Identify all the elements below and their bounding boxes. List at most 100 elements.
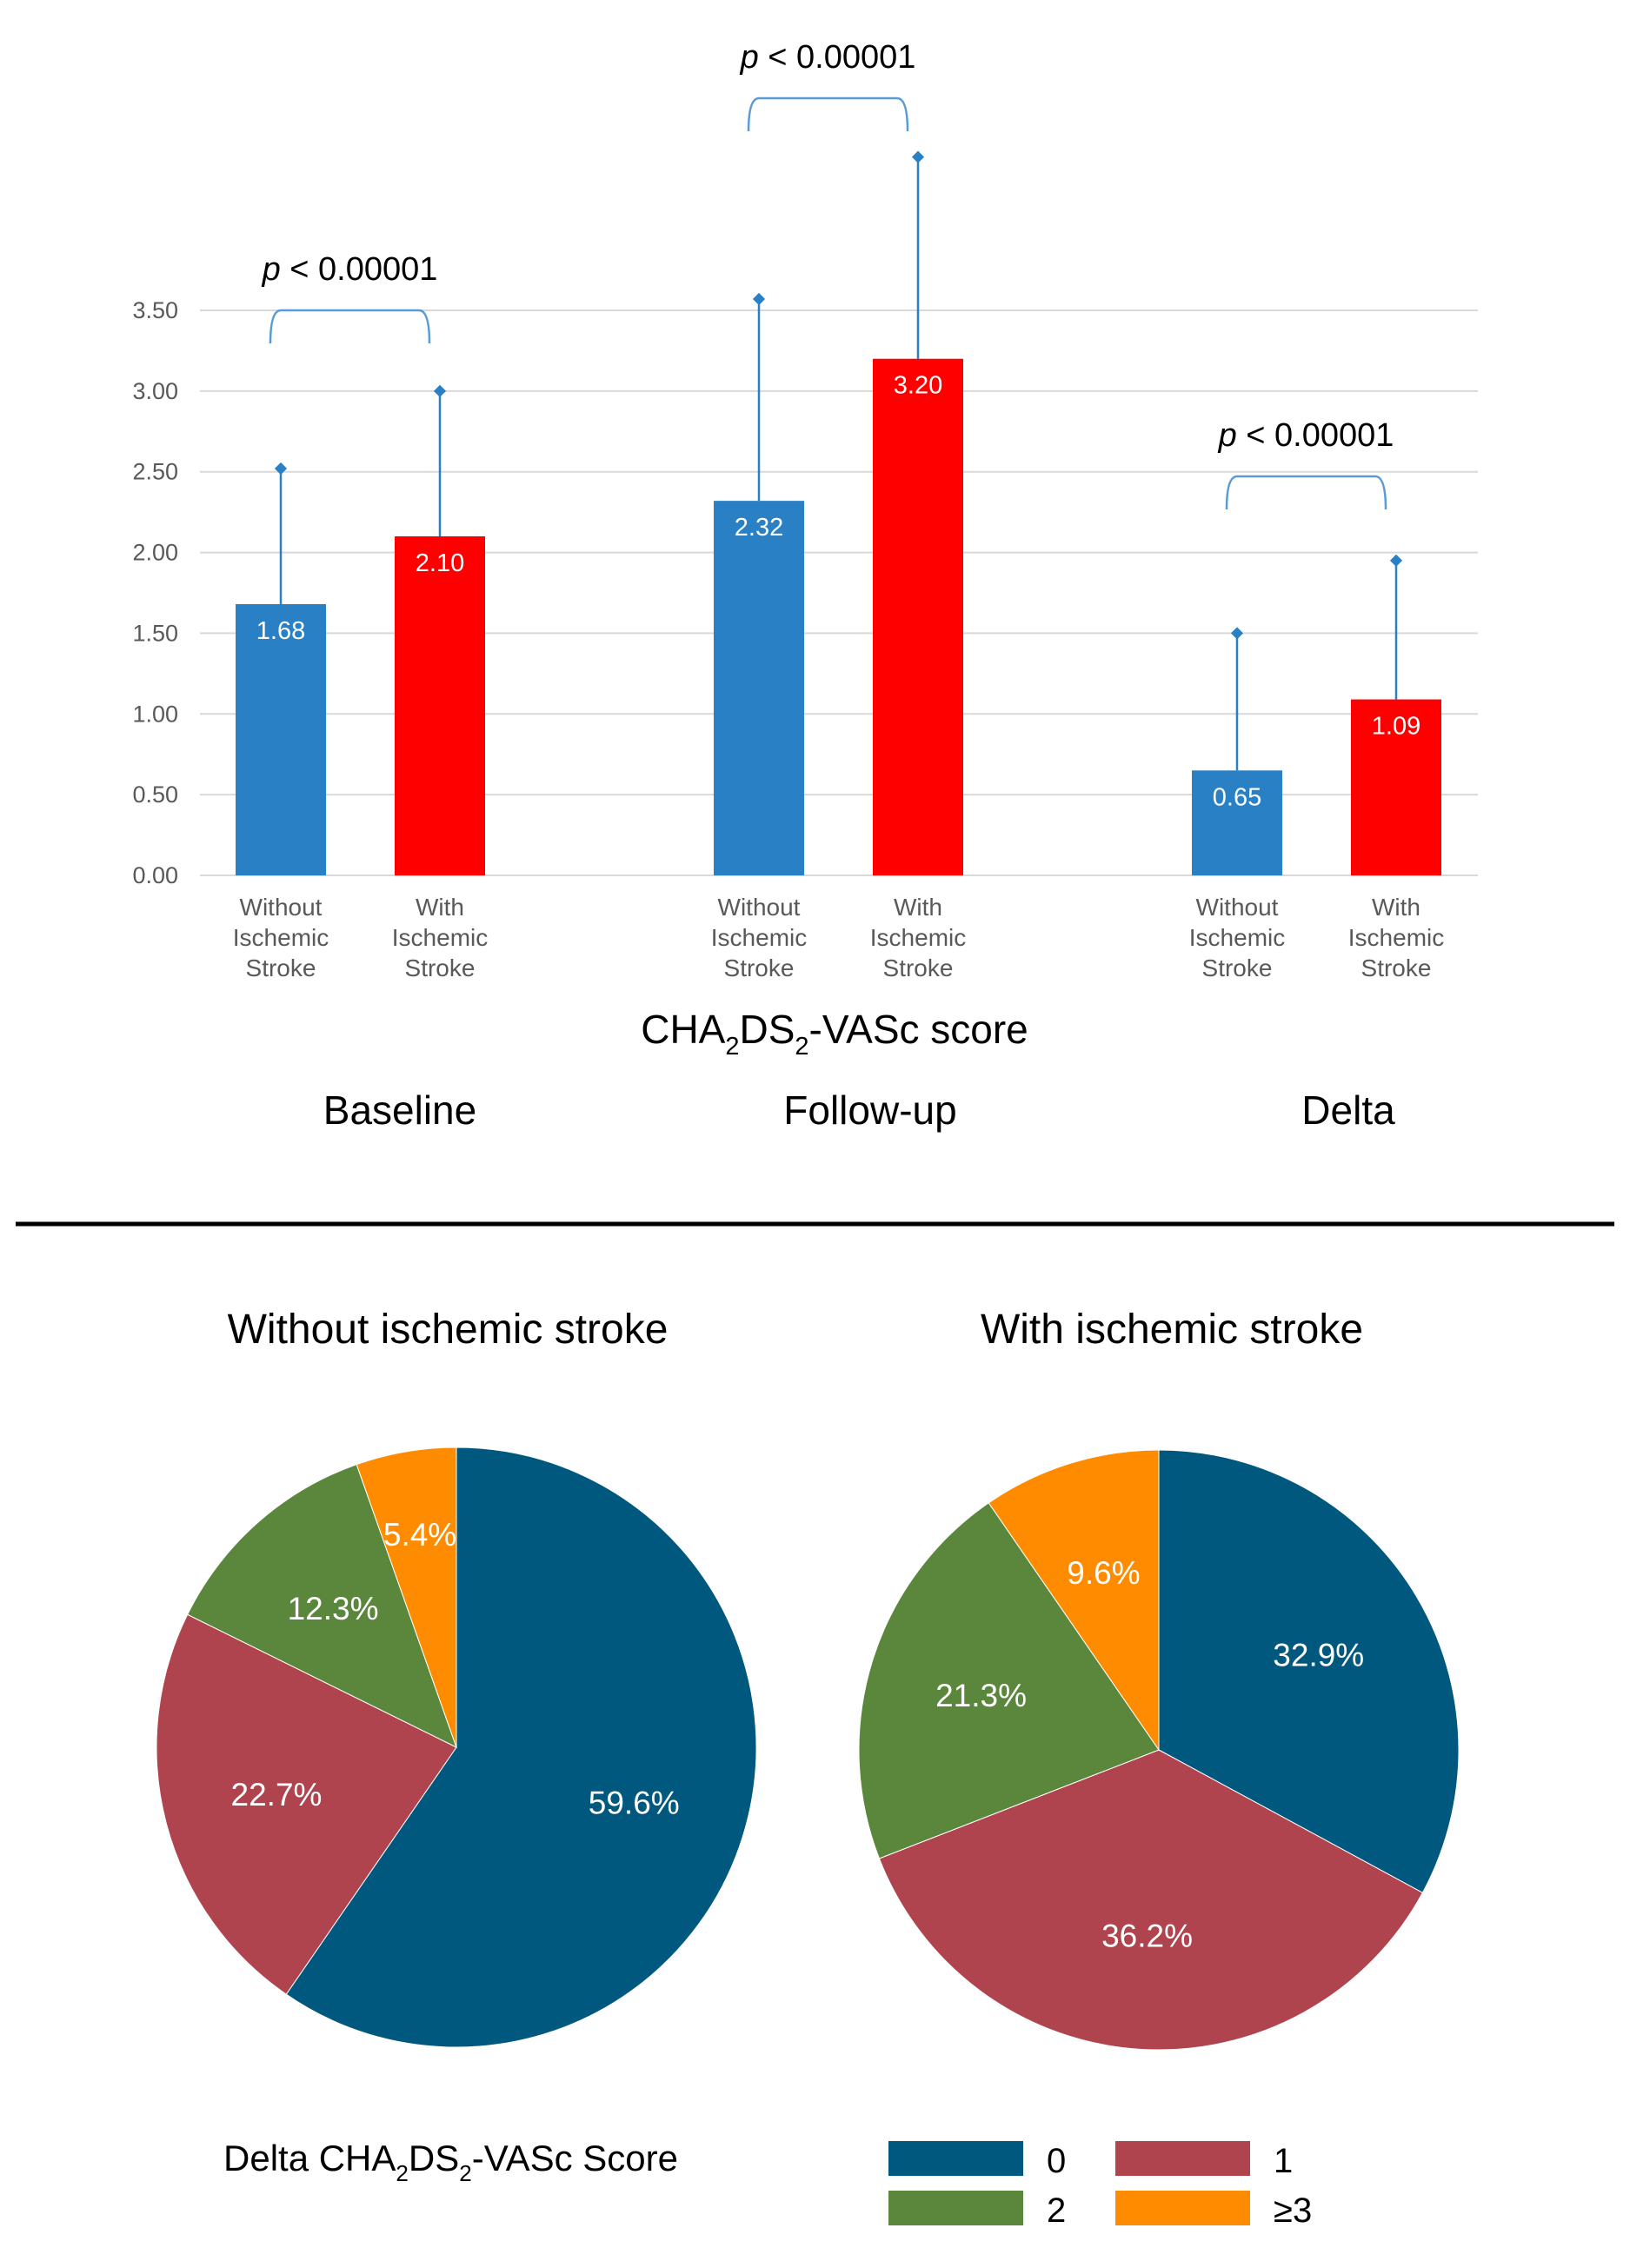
legend-label: 1 xyxy=(1274,2142,1293,2180)
x-tick-label: Stroke xyxy=(405,954,476,981)
x-axis-title-pre: CHA xyxy=(641,1007,725,1052)
x-axis-title-mid: DS xyxy=(740,1007,795,1052)
pie-chart: Without ischemic stroke 59.6% 22.7% 12.3% 5.… xyxy=(156,1307,757,2048)
legend-item: 1 xyxy=(1115,2141,1293,2180)
legend-title: Delta CHA2DS2-VASc Score xyxy=(223,2138,678,2186)
pie-slice xyxy=(988,1449,1160,1752)
legend-swatch xyxy=(888,2141,1023,2176)
legend-item: 0 xyxy=(888,2141,1066,2180)
x-axis-title-post: -VASc score xyxy=(809,1007,1028,1052)
pie-title: With ischemic stroke xyxy=(981,1307,1363,1353)
legend-title-sub1: 2 xyxy=(396,2160,408,2186)
pie-slice xyxy=(1158,1449,1460,1893)
error-bar-cap xyxy=(1230,627,1244,640)
y-tick-label: 1.00 xyxy=(132,701,178,727)
pie-slice-label: 36.2% xyxy=(1101,1918,1193,1953)
pie-slice xyxy=(356,1447,457,1748)
bar xyxy=(395,536,485,875)
legend-label: 0 xyxy=(1047,2142,1066,2180)
x-tick-label: With xyxy=(416,894,464,921)
x-tick-label: Stroke xyxy=(724,954,795,981)
y-tick-label: 3.00 xyxy=(132,378,178,404)
pie-slice xyxy=(285,1447,757,2048)
error-bar-cap xyxy=(752,292,766,306)
error-bar-cap xyxy=(433,384,447,397)
x-tick-label: Ischemic xyxy=(870,924,966,951)
legend-swatch xyxy=(1115,2141,1250,2176)
bar-chart: 0.00 0.50 1.00 1.50 2.00 2.50 3.00 3.50 1.68 With… xyxy=(132,39,1478,1133)
y-tick-label: 2.00 xyxy=(132,540,178,566)
bar-value-label: 1.68 xyxy=(256,617,305,645)
x-axis-title-sub1: 2 xyxy=(725,1033,739,1061)
error-bar-cap xyxy=(911,150,925,163)
x-tick-label: Stroke xyxy=(883,954,954,981)
legend-title-sub2: 2 xyxy=(459,2160,471,2186)
pie-slice xyxy=(186,1464,457,1748)
x-tick-label: Stroke xyxy=(246,954,316,981)
x-tick-label: With xyxy=(894,894,942,921)
bar-value-label: 1.09 xyxy=(1372,713,1420,741)
error-bar-cap xyxy=(1389,554,1403,567)
pie-charts: Without ischemic stroke 59.6% 22.7% 12.3% 5.… xyxy=(156,1307,1460,2051)
group-label: Baseline xyxy=(323,1087,476,1133)
p-threshold: < 0.00001 xyxy=(1237,417,1394,454)
bar-group-delta: 0.65 Without Ischemic Stroke 1.09 With Ischemi… xyxy=(1189,417,1444,1133)
pie-slice xyxy=(878,1749,1424,2051)
pie-slice-label: 5.4% xyxy=(383,1517,456,1553)
legend-label: ≥3 xyxy=(1274,2192,1312,2230)
bar-value-label: 3.20 xyxy=(894,372,942,400)
x-axis-title: CHA2DS2-VASc score xyxy=(641,1007,1028,1061)
x-tick-label: Ischemic xyxy=(392,924,488,951)
legend: Delta CHA2DS2-VASc Score 0 1 2 ≥3 xyxy=(223,2138,1312,2230)
legend-title-pre: Delta CHA xyxy=(223,2138,396,2178)
group-label: Follow-up xyxy=(783,1087,956,1133)
pie-slice-label: 32.9% xyxy=(1273,1638,1364,1673)
p-value-label: p < 0.00001 xyxy=(1218,417,1394,454)
bar-value-label: 0.65 xyxy=(1213,783,1261,811)
p-threshold: < 0.00001 xyxy=(281,251,438,288)
p-symbol: p xyxy=(1218,417,1237,454)
y-tick-label: 0.00 xyxy=(132,862,178,888)
group-label: Delta xyxy=(1301,1087,1395,1133)
pie-slice-label: 22.7% xyxy=(231,1777,323,1812)
x-tick-label: Ischemic xyxy=(1189,924,1285,951)
x-tick-label: Stroke xyxy=(1202,954,1273,981)
y-tick-label: 0.50 xyxy=(132,781,178,808)
x-tick-label: Ischemic xyxy=(233,924,329,951)
y-tick-label: 3.50 xyxy=(132,297,178,323)
p-value-label: p < 0.00001 xyxy=(262,251,438,288)
p-symbol: p xyxy=(740,39,759,76)
significance-bracket xyxy=(747,96,909,132)
x-tick-label: Stroke xyxy=(1361,954,1432,981)
legend-item: 2 xyxy=(888,2191,1066,2230)
legend-label: 2 xyxy=(1047,2192,1066,2230)
pie-slice xyxy=(858,1502,1160,1859)
significance-bracket xyxy=(269,309,431,344)
bar xyxy=(873,358,963,875)
error-bar-cap xyxy=(274,462,288,476)
x-tick-label: Without xyxy=(240,894,323,921)
p-symbol: p xyxy=(262,251,281,288)
pie-slice-label: 12.3% xyxy=(288,1591,379,1626)
p-value-label: p < 0.00001 xyxy=(740,39,916,76)
x-tick-label: Without xyxy=(718,894,801,921)
x-tick-label: Without xyxy=(1196,894,1279,921)
x-tick-label: Ischemic xyxy=(711,924,807,951)
legend-swatch xyxy=(1115,2191,1250,2225)
bar-group-baseline: 1.68 Without Ischemic Stroke 2.10 With Ischemi… xyxy=(233,251,488,1133)
bar xyxy=(714,501,804,875)
bar-group-follow-up: 2.32 Without Ischemic Stroke 3.20 With Ischemi… xyxy=(711,39,966,1133)
y-tick-label: 2.50 xyxy=(132,459,178,485)
significance-bracket xyxy=(1225,475,1387,510)
pie-slice-label: 21.3% xyxy=(935,1678,1027,1713)
bar xyxy=(1351,699,1441,875)
pie-slice-label: 59.6% xyxy=(589,1786,680,1821)
y-tick-label: 1.50 xyxy=(132,620,178,646)
pie-slice xyxy=(156,1613,457,1995)
legend-title-post: -VASc Score xyxy=(472,2138,678,2178)
bar-value-label: 2.32 xyxy=(735,514,783,542)
bar-value-label: 2.10 xyxy=(416,549,464,577)
bar xyxy=(1192,770,1282,875)
legend-item: ≥3 xyxy=(1115,2191,1312,2230)
